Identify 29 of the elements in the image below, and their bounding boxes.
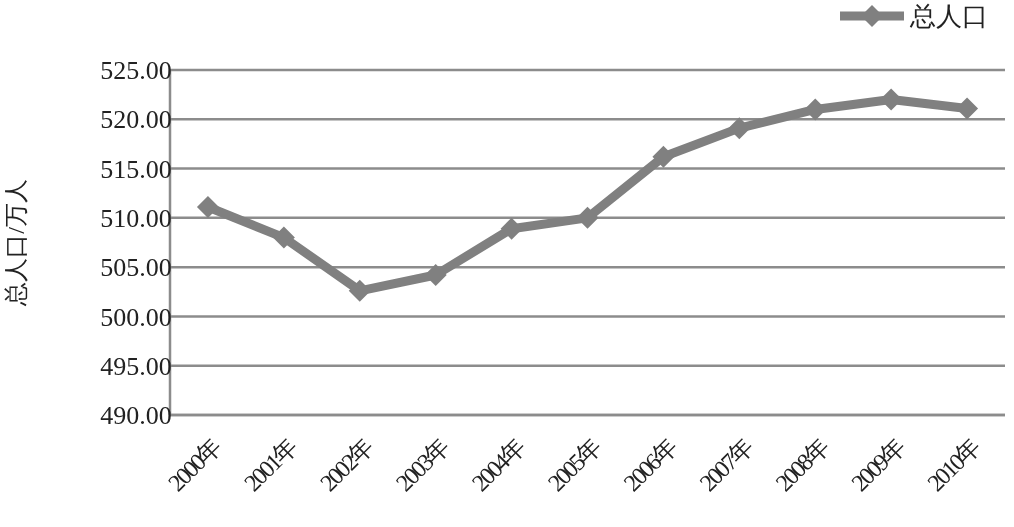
point bbox=[272, 226, 295, 249]
y-tick-label: 515.00 bbox=[100, 154, 172, 184]
x-tick-label: 2004年 bbox=[466, 433, 530, 497]
x-tick-label: 2009年 bbox=[846, 433, 910, 497]
point bbox=[424, 264, 447, 287]
x-tick-label: 2000年 bbox=[163, 433, 227, 497]
x-tick-label: 2001年 bbox=[239, 433, 303, 497]
x-tick-label: 2003年 bbox=[390, 433, 454, 497]
point bbox=[728, 117, 751, 140]
y-tick-label: 510.00 bbox=[100, 203, 172, 233]
x-tick-label: 2005年 bbox=[542, 433, 606, 497]
legend-label: 总人口 bbox=[909, 2, 988, 32]
y-tick-label: 490.00 bbox=[100, 401, 172, 431]
y-tick-label: 500.00 bbox=[100, 302, 172, 332]
x-tick-label: 2008年 bbox=[770, 433, 834, 497]
y-tick-label: 520.00 bbox=[100, 105, 172, 135]
point bbox=[348, 279, 371, 302]
y-tick-label: 495.00 bbox=[100, 351, 172, 381]
point bbox=[652, 145, 675, 168]
x-tick-label: 2007年 bbox=[694, 433, 758, 497]
point bbox=[196, 196, 219, 219]
point bbox=[956, 97, 979, 120]
y-tick-label: 525.00 bbox=[100, 56, 172, 86]
x-tick-label: 2006年 bbox=[618, 433, 682, 497]
point bbox=[576, 206, 599, 229]
x-tick-label: 2010年 bbox=[922, 433, 986, 497]
y-axis-title: 总人口/万人 bbox=[3, 179, 29, 307]
y-tick-label: 505.00 bbox=[100, 253, 172, 283]
x-tick-label: 2002年 bbox=[315, 433, 379, 497]
